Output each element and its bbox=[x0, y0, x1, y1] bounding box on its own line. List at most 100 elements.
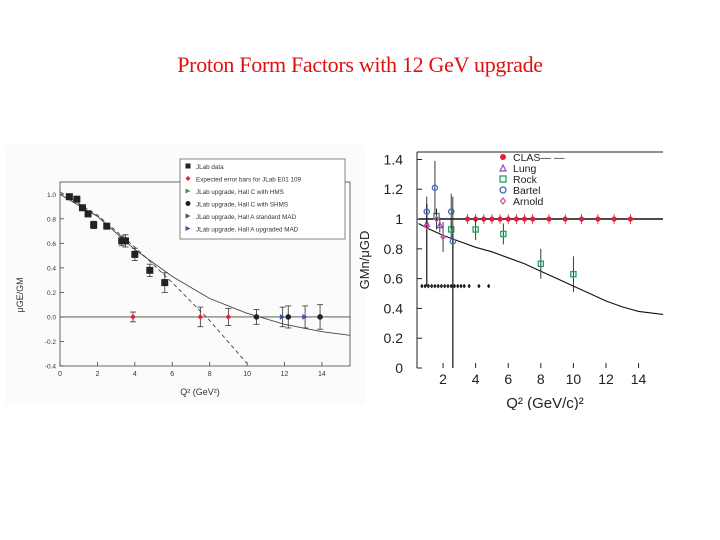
right-data-point bbox=[440, 284, 443, 288]
left-y-tick-label: 0.0 bbox=[47, 314, 56, 321]
left-y-tick-label: 0.2 bbox=[47, 290, 56, 297]
left-data-point bbox=[65, 193, 73, 201]
left-y-tick-label: 0.6 bbox=[47, 241, 56, 248]
left-data-point bbox=[317, 314, 323, 320]
right-data-point bbox=[462, 284, 466, 288]
right-y-tick-label: 0 bbox=[395, 360, 403, 376]
right-y-tick-label: 0.4 bbox=[384, 300, 404, 316]
left-legend-marker bbox=[185, 176, 191, 181]
left-x-tick-label: 14 bbox=[318, 371, 326, 378]
right-data-point bbox=[467, 284, 471, 288]
left-x-tick-label: 12 bbox=[281, 371, 289, 378]
left-y-tick-label: 1.0 bbox=[47, 192, 56, 199]
right-data-point bbox=[578, 216, 585, 222]
left-data-point bbox=[225, 314, 232, 320]
slide-title: Proton Form Factors with 12 GeV upgrade bbox=[177, 52, 543, 77]
left-data-point bbox=[161, 279, 169, 287]
left-data-point bbox=[84, 210, 92, 218]
left-x-tick-label: 0 bbox=[58, 371, 62, 378]
left-x-tick-label: 4 bbox=[133, 371, 137, 378]
left-legend-label: JLab data bbox=[196, 164, 224, 171]
left-legend-marker bbox=[185, 201, 191, 206]
right-data-point bbox=[487, 284, 491, 288]
left-legend-marker bbox=[185, 226, 191, 231]
right-data-point bbox=[449, 284, 453, 288]
left-legend: JLab data Expected error bars for JLab E0… bbox=[179, 158, 346, 240]
left-data-point bbox=[131, 250, 139, 258]
left-y-tick-label: 0.8 bbox=[47, 216, 56, 223]
right-x-tick-label: 6 bbox=[504, 371, 512, 387]
right-data-point bbox=[481, 216, 487, 222]
right-data-point bbox=[505, 216, 511, 222]
left-x-tick-label: 8 bbox=[208, 371, 212, 378]
left-data-point bbox=[103, 222, 111, 230]
right-x-axis-label: Q² (GeV/c)² bbox=[506, 395, 584, 410]
right-data-point bbox=[521, 216, 528, 222]
right-data-point bbox=[430, 284, 434, 288]
left-legend-box bbox=[179, 158, 346, 240]
left-y-axis-label: μGE/GM bbox=[15, 277, 25, 312]
left-data-point bbox=[197, 314, 204, 320]
right-x-tick-label: 4 bbox=[472, 371, 480, 387]
left-data-point bbox=[285, 314, 292, 320]
left-data-point bbox=[121, 237, 129, 245]
right-data-point bbox=[459, 284, 463, 288]
left-x-axis-label: Q² (GeV²) bbox=[180, 387, 220, 397]
left-x-tick-label: 6 bbox=[170, 371, 174, 378]
left-y-tick-label: -0.2 bbox=[45, 339, 57, 346]
left-data-point bbox=[78, 204, 86, 212]
right-data-point bbox=[423, 208, 431, 215]
right-data-point bbox=[456, 284, 460, 288]
right-legend-label: Lung bbox=[513, 163, 537, 175]
left-data-point bbox=[118, 237, 126, 245]
chart-left: 0 2 4 6 8 10 12 14 1.0 0.8 0.6 0.4 0.2 0.0 -0.2 -0.4 JL… bbox=[5, 145, 365, 405]
left-y-tick-label: 0.4 bbox=[47, 265, 56, 272]
right-legend-marker bbox=[499, 186, 507, 194]
left-legend-marker bbox=[185, 188, 191, 194]
right-data-point bbox=[433, 284, 437, 288]
right-data-point bbox=[595, 216, 601, 222]
right-y-axis-label: GMn/μGD bbox=[357, 231, 372, 290]
right-data-point bbox=[530, 216, 536, 222]
right-data-point bbox=[497, 216, 503, 222]
right-y-tick-label: 1.4 bbox=[384, 151, 404, 167]
left-data-point bbox=[302, 314, 308, 320]
right-y-tick-label: 0.2 bbox=[384, 330, 404, 346]
right-legend-marker bbox=[499, 197, 507, 205]
right-data-point bbox=[446, 284, 450, 288]
right-data-point bbox=[433, 215, 440, 223]
right-data-point bbox=[440, 233, 446, 241]
right-data-point bbox=[472, 226, 479, 233]
right-legend-marker bbox=[499, 175, 507, 183]
right-x-tick-label: 8 bbox=[537, 371, 545, 387]
right-data-point bbox=[447, 208, 455, 215]
left-legend-marker bbox=[185, 163, 191, 169]
right-data-point bbox=[420, 284, 424, 288]
right-data-point bbox=[611, 216, 617, 222]
left-legend-label: JLab upgrade, Hall C with HMS bbox=[196, 189, 284, 196]
left-data-point bbox=[90, 221, 98, 229]
left-legend-label: JLab upgrade, Hall C with SHMS bbox=[196, 202, 288, 209]
right-data-point bbox=[436, 221, 444, 229]
right-legend-marker bbox=[499, 163, 507, 172]
right-data-point bbox=[453, 284, 456, 288]
right-data-point bbox=[489, 216, 495, 222]
right-data-point bbox=[537, 260, 545, 267]
right-data-point bbox=[431, 184, 439, 192]
right-data-point bbox=[443, 284, 447, 288]
right-legend-label: Arnold bbox=[513, 196, 544, 208]
right-y-tick-label: 0.6 bbox=[384, 271, 404, 287]
right-data-point bbox=[436, 284, 440, 288]
left-legend-marker bbox=[185, 213, 191, 219]
right-data-point bbox=[546, 216, 552, 222]
left-x-tick-label: 2 bbox=[95, 371, 99, 378]
left-y-tick-label: -0.4 bbox=[45, 364, 57, 371]
right-legend-label: CLAS— — bbox=[513, 152, 565, 164]
right-data-point bbox=[427, 284, 430, 288]
right-data-point bbox=[500, 230, 507, 238]
right-data-point bbox=[449, 238, 457, 245]
left-data-point bbox=[73, 195, 81, 203]
left-data-point bbox=[146, 266, 154, 274]
right-data-point bbox=[562, 216, 568, 222]
